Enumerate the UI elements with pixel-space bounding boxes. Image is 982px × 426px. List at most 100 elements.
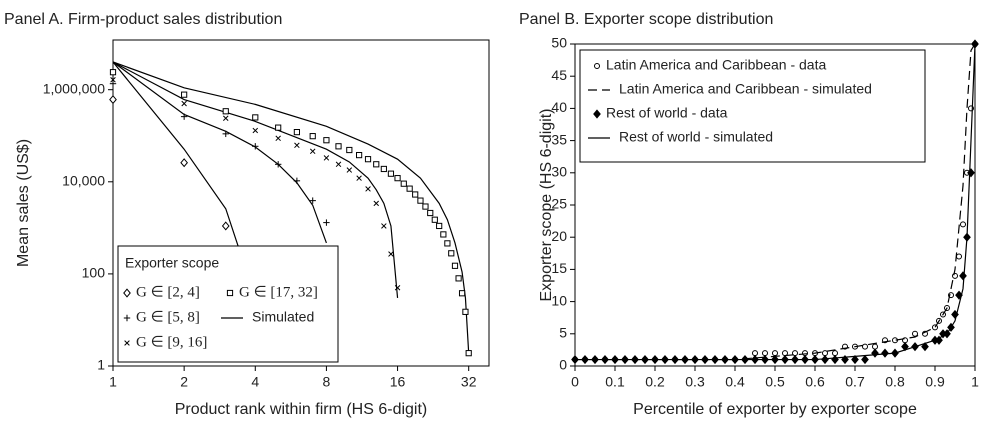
- legend-label: G ∈ [17, 32]: [239, 284, 318, 300]
- marker-shape: [762, 350, 768, 357]
- marker: [309, 148, 316, 155]
- marker-shape: [275, 124, 282, 131]
- marker: [406, 185, 413, 192]
- marker-shape: [381, 223, 387, 229]
- legend-label: Simulated: [252, 309, 314, 325]
- marker-shape: [181, 91, 188, 98]
- plot-frame: [112, 39, 490, 367]
- marker: [388, 251, 394, 257]
- x-axis-title: Percentile of exporter by exporter scope: [633, 401, 917, 418]
- marker-shape: [394, 175, 401, 182]
- marker: [309, 133, 316, 140]
- marker: [309, 197, 316, 204]
- marker-shape: [427, 209, 434, 217]
- marker: [872, 343, 878, 350]
- x-tick-label: 0.5: [765, 374, 785, 390]
- marker-shape: [821, 354, 829, 365]
- marker-shape: [458, 290, 466, 297]
- chart-title: Panel B. Exporter scope distribution: [519, 11, 773, 28]
- x-tick-label: 0.9: [925, 374, 945, 390]
- marker-shape: [294, 142, 300, 149]
- marker-shape: [252, 127, 259, 134]
- marker: [294, 142, 300, 149]
- marker: [323, 137, 330, 144]
- marker: [275, 135, 281, 142]
- legend-marker: [123, 314, 131, 322]
- x-tick-label: 0.7: [845, 374, 865, 390]
- marker: [180, 158, 188, 168]
- marker: [458, 290, 466, 297]
- marker-shape: [388, 251, 394, 257]
- marker: [417, 197, 424, 204]
- marker: [335, 143, 342, 150]
- x-tick-label: 0.3: [685, 374, 705, 390]
- legend-marker: [124, 340, 130, 346]
- marker: [960, 221, 966, 228]
- x-tick-label: 1: [109, 374, 117, 390]
- marker: [462, 308, 469, 315]
- marker: [364, 156, 372, 163]
- y-tick-label: 15: [551, 260, 567, 276]
- marker-shape: [872, 343, 878, 350]
- marker: [394, 285, 401, 291]
- x-tick-label: 0.1: [605, 374, 625, 390]
- x-tick-label: 0.6: [805, 374, 825, 390]
- y-tick-label: 45: [551, 67, 567, 83]
- y-tick-label: 100: [82, 265, 106, 281]
- marker: [252, 127, 259, 134]
- marker-shape: [226, 289, 234, 297]
- marker: [427, 209, 434, 217]
- marker: [356, 175, 362, 181]
- marker: [451, 262, 459, 269]
- marker-shape: [952, 272, 958, 279]
- marker-shape: [831, 354, 839, 365]
- marker: [373, 200, 380, 207]
- marker: [440, 231, 447, 238]
- marker-shape: [181, 100, 187, 107]
- marker-shape: [356, 151, 363, 159]
- marker-shape: [412, 191, 419, 198]
- marker: [110, 77, 116, 83]
- legend-label: G ∈ [2, 4]: [136, 284, 200, 300]
- marker-shape: [861, 354, 869, 365]
- marker: [871, 348, 879, 358]
- legend-label: G ∈ [5, 8]: [136, 309, 200, 325]
- marker: [387, 170, 395, 177]
- marker: [109, 95, 117, 105]
- simulated-line: [112, 61, 399, 299]
- marker-shape: [109, 69, 117, 76]
- x-axis-title: Product rank within firm (HS 6-digit): [175, 401, 428, 418]
- marker: [222, 115, 229, 121]
- x-tick-label: 0.2: [645, 374, 665, 390]
- marker-shape: [832, 350, 838, 357]
- y-tick-label: 40: [551, 99, 567, 115]
- marker: [952, 272, 958, 279]
- marker-shape: [862, 343, 868, 350]
- marker: [412, 191, 419, 198]
- marker: [802, 350, 808, 357]
- series-line: [575, 43, 976, 361]
- y-tick-label: 10: [551, 292, 567, 308]
- marker-shape: [400, 180, 407, 187]
- marker-shape: [109, 95, 117, 105]
- marker-shape: [956, 253, 962, 260]
- marker-shape: [221, 221, 230, 231]
- marker: [275, 124, 282, 131]
- x-tick-label: 2: [180, 374, 188, 390]
- marker-shape: [180, 158, 188, 168]
- legend-label: Rest of world - data: [606, 105, 728, 121]
- marker-shape: [881, 348, 889, 358]
- legend: Latin America and Caribbean - data Latin …: [579, 49, 926, 163]
- marker: [221, 221, 230, 231]
- marker: [831, 354, 839, 365]
- marker-shape: [293, 129, 300, 136]
- y-axis-title: Mean sales (US$): [15, 139, 32, 267]
- marker-shape: [346, 167, 353, 173]
- marker-shape: [752, 350, 758, 357]
- marker: [821, 354, 829, 365]
- marker: [293, 129, 300, 136]
- y-tick-label: 10,000: [62, 173, 105, 189]
- marker-shape: [387, 170, 395, 177]
- marker-shape: [346, 146, 353, 154]
